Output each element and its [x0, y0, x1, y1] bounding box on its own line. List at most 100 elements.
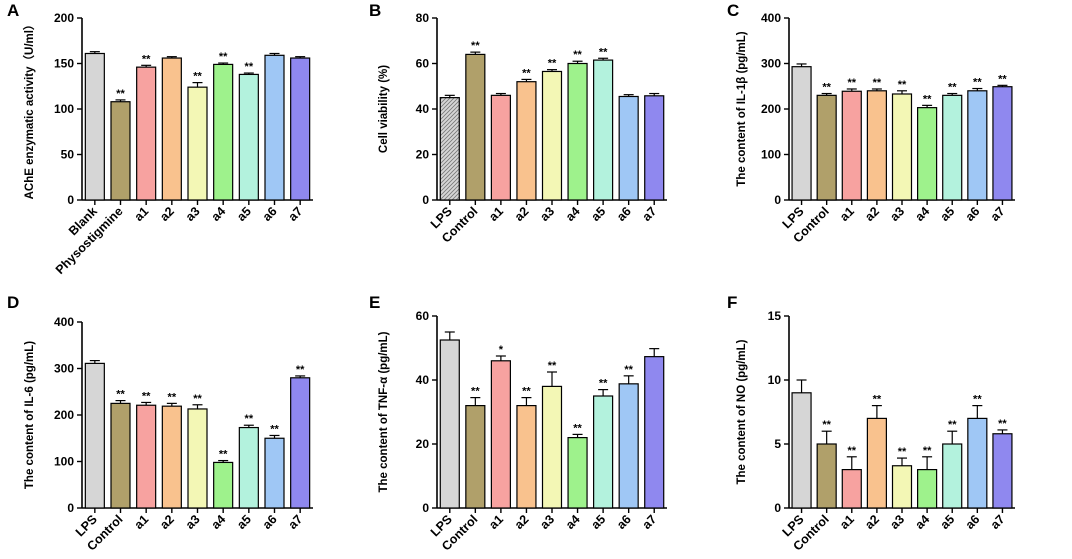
x-tick-label: a3: [183, 512, 203, 532]
bar-a4: [567, 437, 588, 509]
significance-marker: **: [948, 82, 957, 94]
y-tick-label: 80: [416, 11, 430, 25]
bar-control: [816, 94, 837, 201]
x-tick-label: a1: [486, 512, 506, 532]
significance-marker: **: [245, 413, 254, 425]
bar-a2: [161, 57, 182, 201]
x-tick-label: a3: [537, 512, 557, 532]
y-tick-label: 50: [61, 148, 75, 162]
x-tick-label: a1: [486, 204, 506, 224]
y-axis-label: Cell viability (%): [378, 65, 390, 153]
panel-label: E: [369, 293, 380, 312]
bar-a4: [213, 461, 234, 509]
bar-lps: [791, 66, 812, 201]
bar-a2: [161, 405, 182, 509]
significance-marker: **: [522, 386, 531, 398]
y-tick-label: 0: [774, 501, 781, 515]
bar-lps: [84, 362, 105, 509]
bar-a1: [841, 90, 862, 201]
y-tick-label: 40: [416, 373, 430, 387]
bar-blank: [84, 52, 105, 201]
significance-marker: **: [270, 423, 279, 435]
y-tick-label: 40: [416, 102, 430, 116]
bar-a2: [866, 90, 887, 201]
significance-marker: **: [599, 378, 608, 390]
significance-marker: **: [142, 390, 151, 402]
bar-lps: [439, 339, 460, 509]
bar-a2: [866, 417, 887, 509]
bar-a5: [942, 443, 963, 509]
x-tick-label: a4: [563, 512, 583, 532]
significance-marker: **: [822, 82, 831, 94]
panel-label: B: [369, 1, 381, 20]
x-tick-label: a5: [938, 204, 958, 224]
panel-label: F: [727, 293, 737, 312]
bar-a7: [644, 356, 665, 509]
bar-a7: [644, 95, 665, 201]
bar-a6: [264, 437, 285, 509]
panel-label: C: [727, 1, 739, 20]
significance-marker: **: [599, 46, 608, 58]
x-tick-label: a5: [588, 204, 608, 224]
significance-marker: **: [873, 394, 882, 406]
x-tick-label: a2: [862, 512, 882, 532]
y-tick-label: 200: [54, 11, 74, 25]
x-tick-label: a6: [260, 204, 280, 224]
y-axis-label: AChE enzymatic activity（U/ml）: [22, 19, 36, 200]
bar-control: [816, 443, 837, 509]
bar-a1: [136, 66, 157, 201]
y-tick-label: 5: [774, 437, 781, 451]
x-tick-label: a7: [640, 204, 660, 224]
x-tick-label: a7: [988, 512, 1008, 532]
significance-marker: **: [168, 391, 177, 403]
x-tick-label: a5: [234, 512, 254, 532]
x-tick-label: a6: [614, 204, 634, 224]
bar-a3: [187, 86, 208, 201]
x-tick-label: a7: [640, 512, 660, 532]
chart-panel-c: C The content of IL-1β (pg/mL) 0 100 200 300 4…: [727, 1, 1015, 246]
significance-marker: **: [624, 364, 633, 376]
y-tick-label: 400: [761, 11, 781, 25]
y-tick-label: 20: [416, 148, 430, 162]
significance-marker: **: [142, 53, 151, 65]
y-axis-label: The content of IL-1β (pg/mL): [736, 31, 748, 186]
chart-panel-d: D The content of IL-6 (pg/mL) 0 100 200 300 40…: [7, 293, 313, 554]
significance-marker: **: [548, 58, 557, 70]
significance-marker: **: [116, 88, 125, 100]
x-tick-label: a2: [512, 204, 532, 224]
x-tick-label: a6: [963, 204, 983, 224]
x-tick-label: a2: [157, 512, 177, 532]
significance-marker: **: [193, 393, 202, 405]
x-tick-label: a2: [512, 512, 532, 532]
bar-a1: [490, 360, 511, 509]
y-tick-label: 300: [54, 362, 74, 376]
bar-a4: [213, 63, 234, 201]
x-tick-label: a4: [563, 204, 583, 224]
bar-a2: [516, 81, 537, 201]
x-tick-label: a3: [887, 512, 907, 532]
significance-marker: **: [573, 422, 582, 434]
significance-marker: **: [522, 67, 531, 79]
y-tick-label: 100: [54, 102, 74, 116]
bar-lps: [439, 97, 460, 201]
significance-marker: **: [847, 445, 856, 457]
y-axis-label: The content of TNF-α (pg/mL): [378, 331, 390, 492]
y-tick-label: 0: [67, 193, 74, 207]
bar-control: [465, 405, 486, 509]
bar-a1: [136, 404, 157, 509]
bar-a4: [917, 469, 938, 509]
bar-control: [465, 53, 486, 201]
significance-marker: **: [296, 364, 305, 376]
y-tick-label: 100: [761, 148, 781, 162]
y-tick-label: 0: [422, 501, 429, 515]
x-tick-label: a5: [234, 204, 254, 224]
y-tick-label: 400: [54, 315, 74, 329]
significance-marker: **: [219, 51, 228, 63]
x-tick-label: a7: [988, 204, 1008, 224]
y-tick-label: 15: [768, 309, 782, 323]
panel-label: A: [7, 1, 19, 20]
